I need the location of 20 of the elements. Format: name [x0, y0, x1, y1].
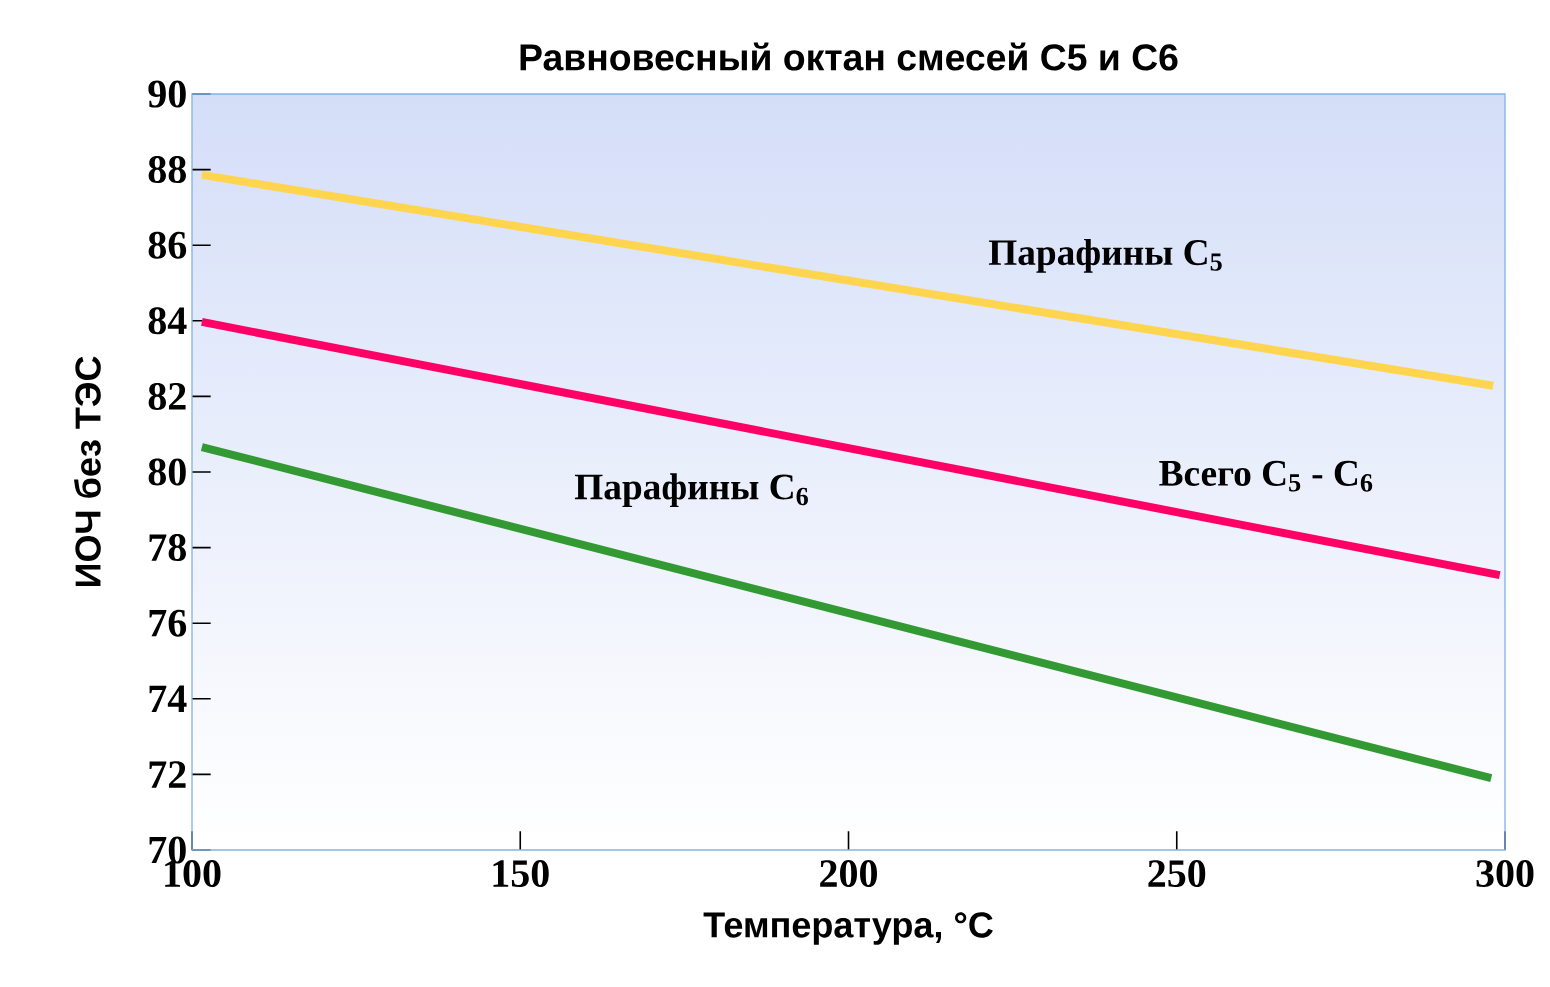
y-tick-label: 78 — [149, 534, 186, 562]
y-tick-label: 84 — [148, 307, 187, 335]
x-tick-label: 300 — [1476, 860, 1534, 888]
series-label: Парафины C$_{6}$ — [574, 473, 808, 508]
y-tick-label: 80 — [148, 458, 186, 486]
x-tick-label: 150 — [493, 860, 549, 888]
y-tick-label: 90 — [148, 80, 186, 108]
y-tick-label: 82 — [148, 382, 186, 410]
x-tick-label: 250 — [1148, 860, 1206, 888]
y-tick-label: 74 — [149, 685, 187, 712]
y-axis-title: ИОЧ без ТЭС — [74, 356, 101, 587]
series-label: Всего C$_{5}$ - C$_{6}$ — [1159, 460, 1373, 492]
x-tick-label: 200 — [820, 860, 877, 888]
x-axis-title: Температура, °C — [703, 912, 993, 945]
y-tick-label: 86 — [148, 231, 187, 259]
y-tick-label: 72 — [149, 761, 186, 788]
series-label: Парафины C$_{5}$ — [988, 238, 1222, 273]
y-tick-label: 88 — [148, 156, 186, 184]
y-tick-label: 76 — [149, 609, 187, 637]
chart-title: Равновесный октан смесей C5 и C6 — [520, 42, 1178, 71]
